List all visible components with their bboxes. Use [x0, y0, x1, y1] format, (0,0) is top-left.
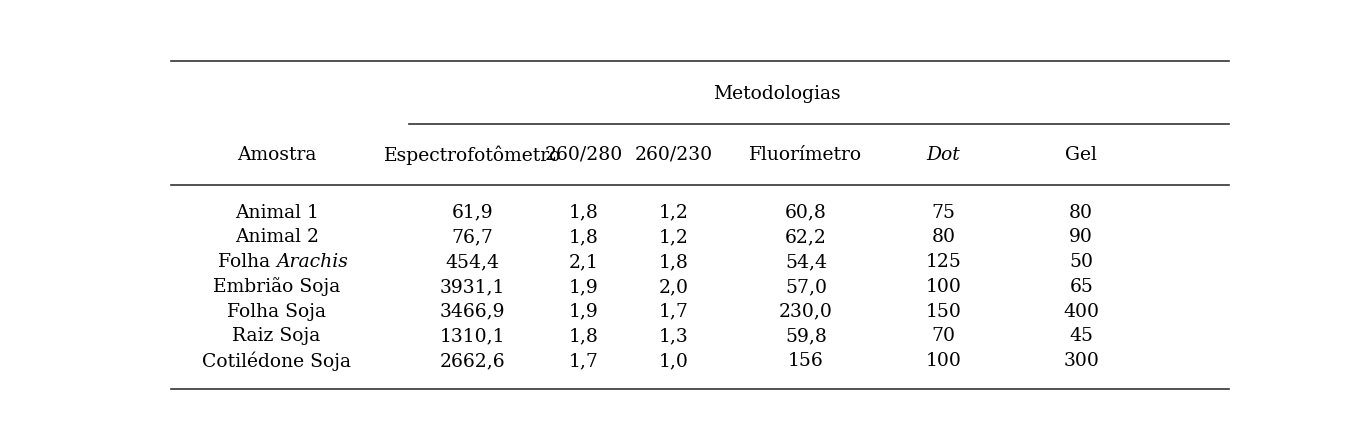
Text: 57,0: 57,0	[785, 278, 826, 296]
Text: 75: 75	[932, 203, 956, 221]
Text: Raiz Soja: Raiz Soja	[232, 328, 321, 345]
Text: 1,0: 1,0	[658, 352, 688, 370]
Text: 1,7: 1,7	[568, 352, 598, 370]
Text: 3466,9: 3466,9	[440, 303, 505, 321]
Text: 454,4: 454,4	[445, 253, 500, 271]
Text: Cotilédone Soja: Cotilédone Soja	[202, 351, 351, 371]
Text: Animal 2: Animal 2	[235, 228, 318, 247]
Text: 1310,1: 1310,1	[440, 328, 505, 345]
Text: 260/280: 260/280	[545, 146, 623, 164]
Text: Folha: Folha	[219, 253, 276, 271]
Text: 59,8: 59,8	[785, 328, 826, 345]
Text: 50: 50	[1070, 253, 1093, 271]
Text: 80: 80	[932, 228, 956, 247]
Text: 156: 156	[788, 352, 824, 370]
Text: 3931,1: 3931,1	[440, 278, 505, 296]
Text: 1,8: 1,8	[658, 253, 688, 271]
Text: 1,8: 1,8	[568, 203, 598, 221]
Text: 2,1: 2,1	[568, 253, 598, 271]
Text: 61,9: 61,9	[452, 203, 493, 221]
Text: 300: 300	[1063, 352, 1100, 370]
Text: 65: 65	[1070, 278, 1093, 296]
Text: 1,2: 1,2	[658, 228, 688, 247]
Text: Arachis: Arachis	[276, 253, 348, 271]
Text: 2,0: 2,0	[658, 278, 688, 296]
Text: Metodologias: Metodologias	[713, 85, 840, 103]
Text: 260/230: 260/230	[635, 146, 713, 164]
Text: 1,9: 1,9	[568, 303, 598, 321]
Text: 1,8: 1,8	[568, 328, 598, 345]
Text: Animal 1: Animal 1	[235, 203, 318, 221]
Text: 45: 45	[1070, 328, 1093, 345]
Text: 100: 100	[926, 278, 962, 296]
Text: Dot: Dot	[926, 146, 960, 164]
Text: Espectrofotômetro: Espectrofotômetro	[384, 145, 561, 164]
Text: Fluorímetro: Fluorímetro	[750, 146, 862, 164]
Text: 150: 150	[926, 303, 962, 321]
Text: 100: 100	[926, 352, 962, 370]
Text: 60,8: 60,8	[785, 203, 826, 221]
Text: Amostra: Amostra	[236, 146, 317, 164]
Text: 230,0: 230,0	[779, 303, 833, 321]
Text: 400: 400	[1063, 303, 1100, 321]
Text: Embrião Soja: Embrião Soja	[213, 277, 340, 296]
Text: Folha Soja: Folha Soja	[227, 303, 326, 321]
Text: 76,7: 76,7	[452, 228, 493, 247]
Text: 2662,6: 2662,6	[440, 352, 505, 370]
Text: 1,2: 1,2	[658, 203, 688, 221]
Text: 70: 70	[932, 328, 956, 345]
Text: 125: 125	[926, 253, 962, 271]
Text: 1,8: 1,8	[568, 228, 598, 247]
Text: 62,2: 62,2	[785, 228, 826, 247]
Text: 1,3: 1,3	[658, 328, 688, 345]
Text: 1,7: 1,7	[658, 303, 688, 321]
Text: Gel: Gel	[1065, 146, 1097, 164]
Text: 90: 90	[1070, 228, 1093, 247]
Text: 1,9: 1,9	[568, 278, 598, 296]
Text: 80: 80	[1070, 203, 1093, 221]
Text: 54,4: 54,4	[785, 253, 826, 271]
